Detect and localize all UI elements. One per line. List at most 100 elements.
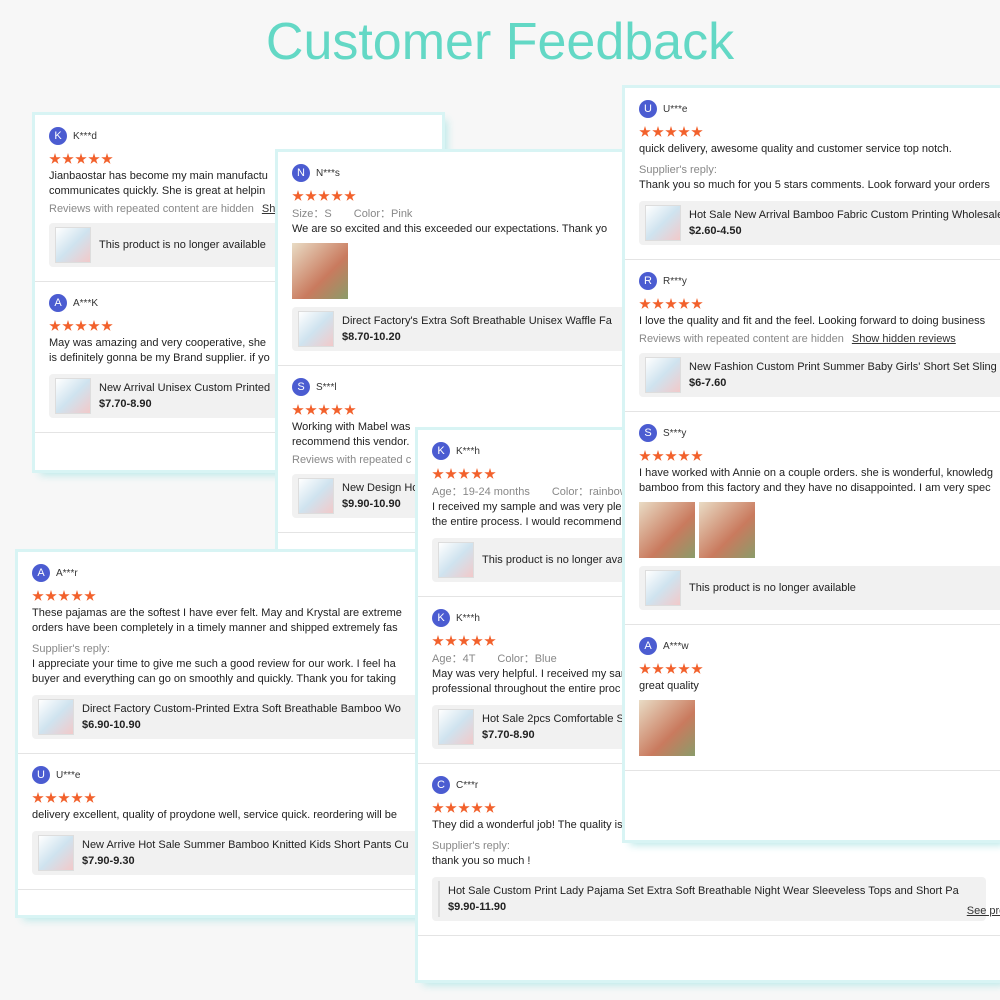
- avatar: A: [49, 294, 67, 312]
- reviewer-name: C***r: [456, 779, 479, 791]
- review-text: We are so excited and this exceeded our …: [292, 223, 608, 235]
- hidden-notice: Reviews with repeated c: [292, 454, 626, 466]
- star: [639, 126, 651, 137]
- star: [458, 635, 470, 646]
- product-price: $7.70-8.90: [482, 729, 535, 741]
- star: [471, 635, 483, 646]
- product-price: $9.90-10.90: [342, 498, 401, 510]
- star-rating: [32, 590, 416, 602]
- product-thumbnail: [438, 881, 440, 917]
- product-thumbnail: [55, 227, 91, 263]
- product-card[interactable]: New Fashion Custom Print Summer Baby Gir…: [639, 353, 1000, 397]
- star-rating: [432, 468, 986, 480]
- attribute: Color：rainbow: [551, 486, 628, 498]
- star: [691, 298, 703, 309]
- star: [665, 450, 677, 461]
- review-panel: A A***r These pajamas are the softest I ha…: [18, 552, 430, 915]
- review-header: A A***w: [639, 637, 986, 655]
- avatar: U: [32, 766, 50, 784]
- product-price: $9.90-11.90: [448, 901, 507, 913]
- review-text: communicates quickly. She is great at he…: [49, 185, 266, 197]
- review-text: I love the quality and fit and the feel.…: [639, 315, 986, 327]
- attributes: Age：4T Color：Blue: [432, 651, 986, 667]
- product-price: $7.90-9.30: [82, 855, 135, 867]
- review-photo: [292, 243, 348, 299]
- star: [484, 802, 496, 813]
- review-text: bamboo from this factory and they have n…: [639, 482, 991, 494]
- product-info: New Design Ho $9.90-10.90: [342, 480, 418, 512]
- avatar: R: [639, 272, 657, 290]
- product-info: Direct Factory Custom-Printed Extra Soft…: [82, 701, 401, 733]
- reply-text: buyer and everything can go on smoothly …: [32, 673, 397, 685]
- star: [652, 663, 664, 674]
- star: [49, 320, 61, 331]
- product-title: Hot Sale 2pcs Comfortable Sp: [482, 713, 630, 725]
- star: [665, 126, 677, 137]
- attributes: Size：S Color：Pink: [292, 206, 626, 222]
- avatar: U: [639, 100, 657, 118]
- review-header: S S***y: [639, 424, 986, 442]
- star: [75, 320, 87, 331]
- star: [432, 468, 444, 479]
- review: N N***s Size：S Color：Pink We are so excited …: [278, 152, 640, 366]
- product-info: New Arrive Hot Sale Summer Bamboo Knitte…: [82, 837, 408, 869]
- star: [691, 450, 703, 461]
- product-title: Direct Factory Custom-Printed Extra Soft…: [82, 703, 401, 715]
- star-rating: [32, 792, 416, 804]
- product-card[interactable]: Hot Sale Custom Print Lady Pajama Set Ex…: [432, 877, 1000, 921]
- attribute: Age：4T: [432, 653, 476, 665]
- product-card[interactable]: Hot Sale New Arrival Bamboo Fabric Custo…: [639, 201, 1000, 245]
- reviewer-name: K***h: [456, 445, 480, 457]
- product-card[interactable]: Direct Factory Custom-Printed Extra Soft…: [32, 695, 430, 739]
- star: [484, 635, 496, 646]
- photos: [292, 243, 626, 299]
- reviewer-name: U***e: [663, 103, 688, 115]
- product-card[interactable]: This product is no longer available: [639, 566, 1000, 610]
- star: [652, 298, 664, 309]
- product-title: New Design Ho: [342, 482, 419, 494]
- product-thumbnail: [645, 570, 681, 606]
- product-card[interactable]: Direct Factory's Extra Soft Breathable U…: [292, 307, 640, 351]
- product-info: This product is no longer availa: [482, 552, 634, 568]
- page-title: Customer Feedback: [265, 13, 735, 71]
- product-title: This product is no longer availa: [482, 554, 635, 566]
- review-header: A A***K: [49, 294, 428, 312]
- hidden-note: Reviews with repeated content are hidden: [639, 333, 844, 345]
- review-text: recommend this vendor.: [292, 436, 410, 448]
- review-photo: [699, 502, 755, 558]
- reviewer-name: A***r: [56, 567, 78, 579]
- show-hidden-link[interactable]: Show hidden reviews: [851, 333, 956, 345]
- review-text: May was amazing and very cooperative, sh…: [49, 337, 267, 349]
- product-title: This product is no longer available: [99, 239, 266, 251]
- star: [84, 590, 96, 601]
- star: [652, 450, 664, 461]
- product-thumbnail: [298, 311, 334, 347]
- star: [639, 663, 651, 674]
- star: [71, 792, 83, 803]
- product-link[interactable]: See product det: [966, 905, 1000, 917]
- star: [62, 153, 74, 164]
- star: [484, 468, 496, 479]
- hidden-note: Reviews with repeated content are hidden: [49, 203, 254, 215]
- product-info: Hot Sale Custom Print Lady Pajama Set Ex…: [448, 883, 959, 915]
- star: [58, 792, 70, 803]
- product-thumbnail: [55, 378, 91, 414]
- attribute: Size：S: [292, 208, 332, 220]
- product-info: New Arrival Unisex Custom Printed $7.70-8…: [99, 380, 270, 412]
- star: [45, 792, 57, 803]
- product-title: New Arrival Unisex Custom Printed: [99, 382, 271, 394]
- review-text: Working with Mabel was: [292, 421, 411, 433]
- star-rating: [49, 153, 428, 165]
- product-thumbnail: [645, 205, 681, 241]
- product-card[interactable]: New Arrive Hot Sale Summer Bamboo Knitte…: [32, 831, 430, 875]
- product-thumbnail: [438, 709, 474, 745]
- product-price: $7.70-8.90: [99, 398, 152, 410]
- photos: [639, 502, 986, 558]
- review-photo: [639, 700, 695, 756]
- review-header: U U***e: [639, 100, 986, 118]
- avatar: K: [49, 127, 67, 145]
- avatar: A: [32, 564, 50, 582]
- review-header: K K***d: [49, 127, 428, 145]
- product-info: Direct Factory's Extra Soft Breathable U…: [342, 313, 612, 345]
